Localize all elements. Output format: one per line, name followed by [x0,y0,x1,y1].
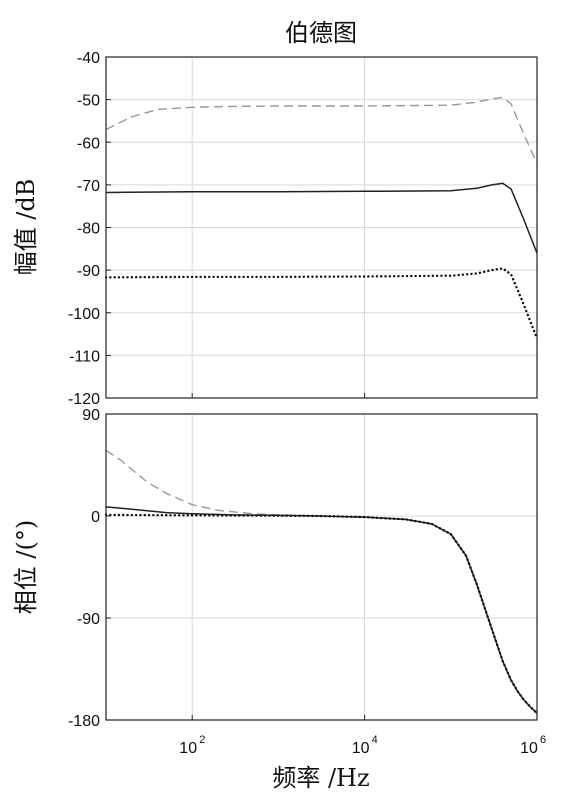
magnitude-grid [106,56,538,399]
phase-panel: 90 0 -90 -180 相位 /(°) [12,407,539,730]
phase-series-solid-line [105,506,538,714]
phase-plot-frame [105,413,538,721]
phase-y-tick-label-2: -90 [77,611,100,628]
phase-y-tick-label-0: 90 [82,407,100,424]
phase-axis-label: 相位 /(°) [12,520,40,614]
magnitude-y-ticks: -40 -50 -60 -70 -80 -90 -100 -110 -120 [68,50,111,408]
phase-y-tick-label-1: 0 [91,509,100,526]
magnitude-y-tick-label-4: -80 [77,221,100,238]
magnitude-y-tick-label-1: -50 [77,93,100,110]
magnitude-panel: -40 -50 -60 -70 -80 -90 -100 -110 -120 幅值 /dB [12,50,539,408]
x-tick-label-0: 10 [179,740,197,757]
x-tick-label-2: 10 [520,740,538,757]
phase-y-ticks: 90 0 -90 -180 [68,407,111,730]
magnitude-y-tick-label-2: -60 [77,135,100,152]
x-axis-label: 频率 /Hz [272,764,369,792]
x-tick-exponent-0: 2 [199,734,205,746]
magnitude-y-tick-label-0: -40 [77,50,100,67]
phase-y-tick-label-3: -180 [68,713,100,730]
phase-series-dashed-line [105,449,538,714]
x-tick-exponent-2: 6 [540,734,546,746]
magnitude-series-dotted-line [104,267,539,340]
chart-title: 伯德图 [285,19,357,47]
magnitude-y-tick-label-5: -90 [77,263,100,280]
phase-series-dotted-line [104,513,539,715]
magnitude-series-solid-line [105,182,538,254]
magnitude-axis-label: 幅值 /dB [12,179,40,276]
phase-series [104,449,539,715]
magnitude-y-tick-label-3: -70 [77,178,100,195]
magnitude-series-dashed-line [105,96,538,164]
magnitude-y-tick-label-6: -100 [68,306,100,323]
phase-grid [106,413,538,721]
magnitude-y-tick-label-8: -120 [68,391,100,408]
magnitude-series [104,96,539,340]
x-axis-ticks: 10 2 10 4 10 6 [179,393,546,757]
magnitude-y-tick-label-7: -110 [69,348,100,365]
x-tick-exponent-1: 4 [372,734,378,746]
x-tick-label-1: 10 [352,740,370,757]
